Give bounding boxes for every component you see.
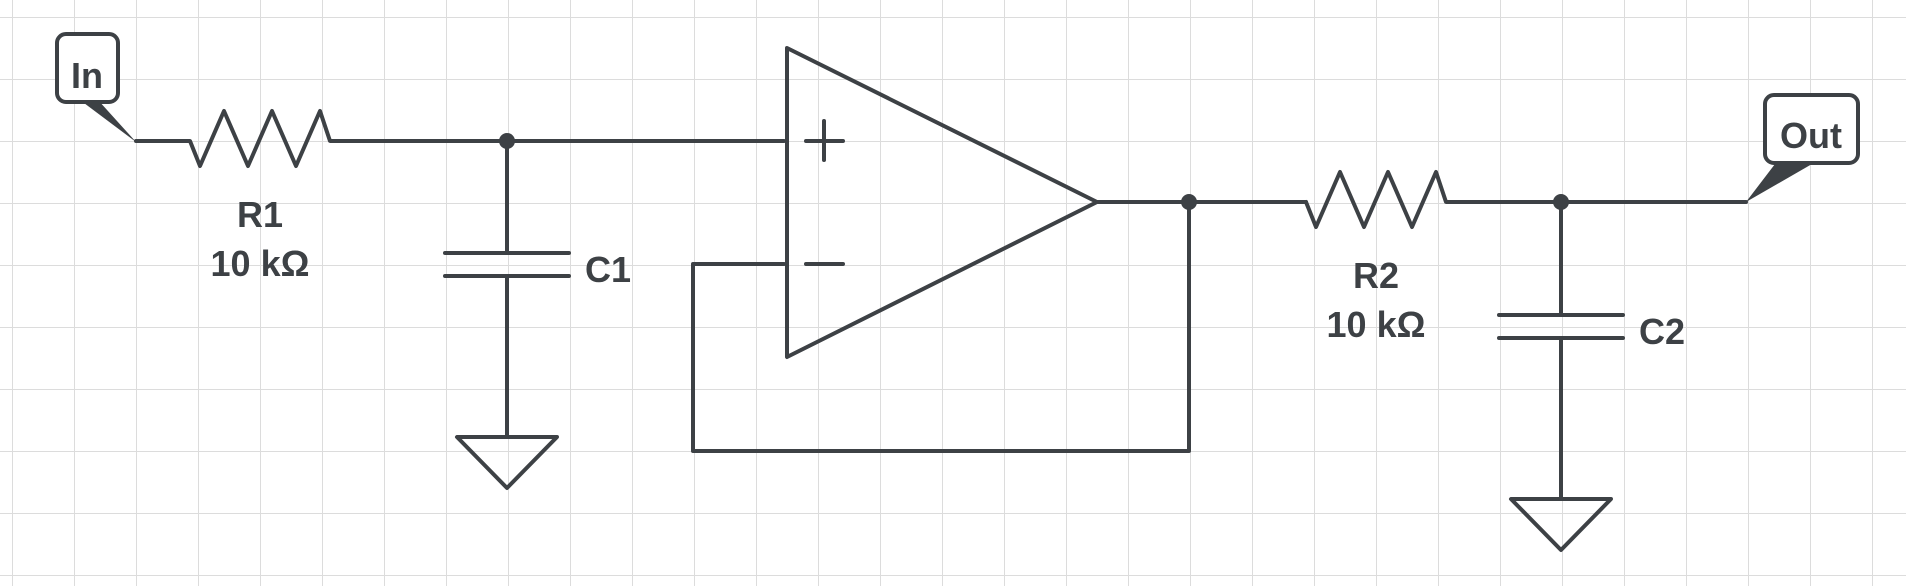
r1-value-label: 10 kΩ	[211, 243, 310, 284]
r1-name-label: R1	[237, 194, 283, 235]
output-port-label: Out	[1780, 115, 1842, 156]
input-port-box	[55, 32, 120, 104]
input-port[interactable]: In	[55, 32, 136, 142]
capacitor-c1[interactable]: C1	[443, 139, 631, 439]
input-port-label: In	[71, 55, 103, 96]
junction-node-2	[1181, 194, 1197, 210]
c1-name-label: C1	[585, 249, 631, 290]
c2-name-label: C2	[1639, 311, 1685, 352]
feedback-wire	[691, 200, 1191, 453]
op-amp[interactable]	[785, 46, 1099, 359]
ground-2-triangle	[1509, 497, 1613, 552]
capacitor-c2[interactable]: C2	[1497, 200, 1685, 501]
r1-resistor-symbol	[134, 109, 508, 168]
input-port-pointer	[80, 100, 136, 142]
op-amp-triangle	[785, 46, 1099, 359]
output-port-box	[1763, 93, 1860, 165]
r2-value-label: 10 kΩ	[1327, 304, 1426, 345]
resistor-r2[interactable]: R2 10 kΩ	[1304, 170, 1563, 345]
ground-1-triangle	[455, 435, 559, 490]
r2-name-label: R2	[1353, 255, 1399, 296]
output-port-pointer	[1746, 164, 1812, 202]
r2-resistor-symbol	[1304, 170, 1563, 229]
resistor-r1[interactable]: R1 10 kΩ	[134, 109, 508, 284]
ground-symbol-2	[1509, 497, 1613, 552]
ground-symbol-1	[455, 435, 559, 490]
output-port[interactable]: Out	[1746, 93, 1860, 202]
